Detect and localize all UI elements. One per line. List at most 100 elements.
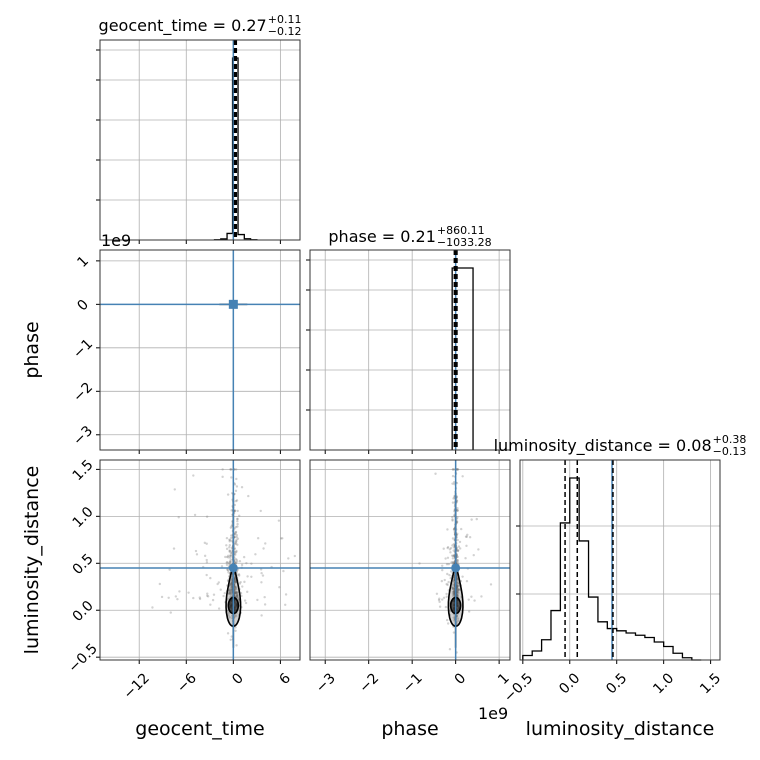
scatter-point <box>234 560 237 563</box>
scatter-point <box>445 595 448 598</box>
scatter-point <box>461 475 464 478</box>
scatter-point <box>451 516 454 519</box>
scatter-point <box>212 593 216 596</box>
scatter-point <box>451 557 455 560</box>
scatter-point <box>243 599 247 602</box>
xtick-label-luminosity_distance-2: 0.5 <box>603 670 630 697</box>
scatter-point <box>221 475 224 479</box>
scatter-point <box>445 582 448 586</box>
scatter-point <box>234 489 238 493</box>
scatter-point <box>228 591 232 595</box>
scatter-point <box>440 579 444 583</box>
scatter-point <box>211 598 215 602</box>
scatter-point <box>205 558 208 562</box>
ytick-label-phase-3: 0 <box>74 297 92 315</box>
scatter-point <box>234 581 237 584</box>
scatter-point <box>235 644 238 647</box>
scatter-point <box>236 517 239 521</box>
scatter-point <box>470 595 473 598</box>
xtick-label-geocent_time-3: 6 <box>276 670 294 688</box>
scatter-point <box>452 528 456 531</box>
scatter-point <box>284 593 288 596</box>
scatter-point <box>229 554 233 558</box>
scatter-point <box>461 575 464 578</box>
scatter-point <box>228 560 232 564</box>
scatter-point <box>173 488 176 491</box>
panel-bg-r0c0 <box>100 40 300 240</box>
scatter-point <box>446 556 450 559</box>
scatter-point <box>228 540 231 543</box>
scatter-point <box>235 592 238 595</box>
scatter-point <box>453 589 456 593</box>
scatter-point <box>438 605 442 608</box>
scatter-point <box>238 559 242 563</box>
scatter-point <box>455 593 459 597</box>
scatter-point <box>236 595 239 598</box>
scatter-point <box>229 551 233 555</box>
panel-title-sup-phase: +860.11 <box>437 224 485 237</box>
scatter-point <box>233 509 236 513</box>
scatter-point <box>234 525 238 529</box>
scatter-point <box>217 607 221 610</box>
scatter-point <box>233 577 237 581</box>
scatter-point <box>168 568 171 571</box>
scatter-point <box>464 535 468 538</box>
scatter-point <box>235 535 238 539</box>
scatter-point <box>203 541 207 545</box>
scatter-point <box>229 526 233 529</box>
scatter-point <box>465 579 469 583</box>
scatter-point <box>456 594 459 598</box>
truth-marker-r2c1 <box>451 563 461 573</box>
scatter-point <box>477 548 480 551</box>
scatter-point <box>250 562 253 565</box>
scatter-point <box>456 581 459 585</box>
scatter-point <box>451 468 455 471</box>
ytick-label-luminosity_distance-2: 0.5 <box>70 551 97 578</box>
scatter-point <box>239 580 242 584</box>
scatter-point <box>449 547 453 550</box>
scatter-point <box>228 549 231 552</box>
scatter-point <box>230 509 233 512</box>
scatter-point <box>203 554 207 558</box>
ytick-label-luminosity_distance-0: −0.5 <box>65 641 100 676</box>
scatter-point <box>225 536 229 540</box>
scatter-point <box>458 547 462 550</box>
xlabel-phase: phase <box>381 718 438 740</box>
panel-border-r2c2 <box>519 459 721 661</box>
scatter-point <box>465 544 468 548</box>
scatter-point <box>229 560 232 563</box>
scatter-point <box>234 591 238 594</box>
scatter-point <box>235 499 239 502</box>
scatter-point <box>224 555 227 559</box>
scatter-point <box>221 468 224 471</box>
scatter-point <box>455 561 459 564</box>
scatter-point <box>238 582 242 585</box>
scatter-point <box>448 648 452 651</box>
scatter-point <box>229 589 232 592</box>
scatter-point <box>456 506 459 510</box>
scatter-point <box>192 474 195 477</box>
scatter-point <box>233 590 237 593</box>
panel-title-geocent_time: geocent_time = 0.27 <box>99 16 267 36</box>
scatter-point <box>236 519 239 523</box>
scatter-point <box>234 626 237 629</box>
scatter-point <box>234 551 237 555</box>
scatter-point <box>227 592 231 595</box>
scatter-point <box>235 560 239 563</box>
scatter-point <box>438 600 441 604</box>
scatter-point <box>228 544 232 547</box>
scatter-point <box>243 580 246 584</box>
scatter-point <box>234 613 237 617</box>
scatter-point <box>451 586 455 589</box>
scatter-point <box>451 544 454 547</box>
scatter-point <box>234 592 237 595</box>
scatter-point <box>234 591 238 594</box>
scatter-point <box>262 547 265 550</box>
scatter-point <box>233 503 237 507</box>
scatter-point <box>225 555 229 559</box>
scatter-point <box>446 622 450 625</box>
scatter-point <box>456 588 460 591</box>
scatter-point <box>176 597 179 601</box>
scatter-point <box>453 527 456 531</box>
scatter-point <box>452 578 456 582</box>
